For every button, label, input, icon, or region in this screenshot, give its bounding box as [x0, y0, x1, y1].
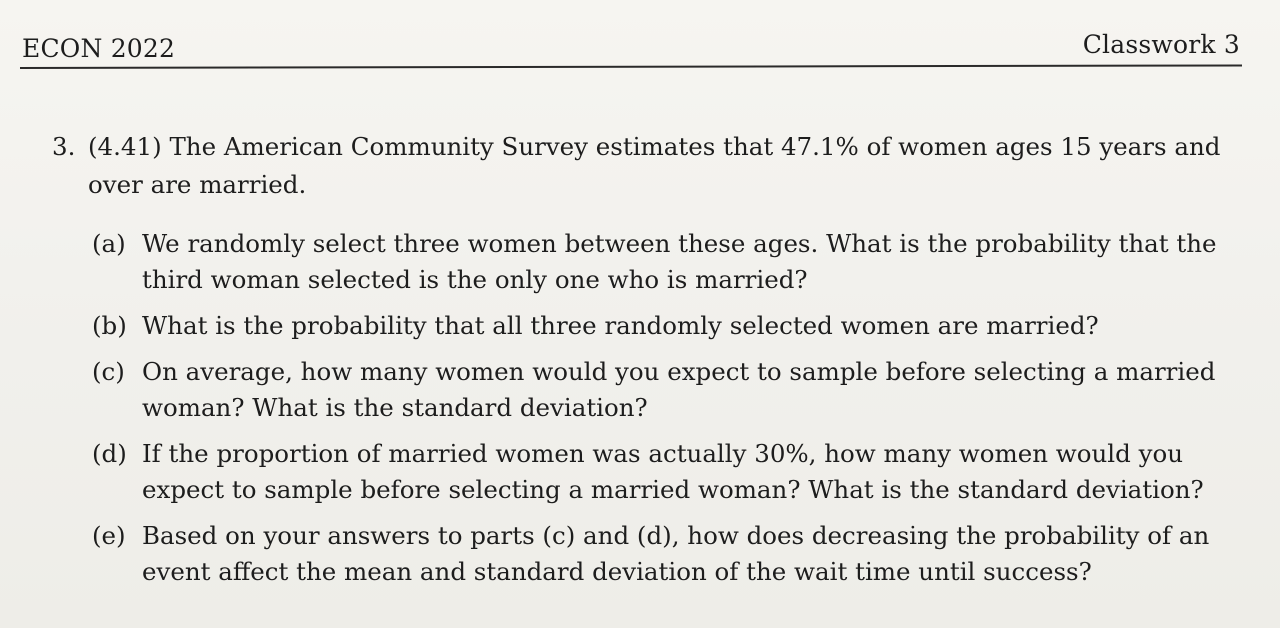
course-code: ECON 2022 [22, 34, 176, 63]
part-text: Based on your answers to parts (c) and (… [142, 521, 1210, 586]
part-label: (e) [92, 521, 126, 550]
part-label: (d) [92, 439, 127, 468]
part-text: What is the probability that all three r… [142, 311, 1099, 340]
part-e: (e) Based on your answers to parts (c) a… [92, 518, 1242, 590]
part-label: (c) [92, 357, 125, 386]
problem-statement: 3. (4.41) The American Community Survey … [52, 128, 1242, 204]
header-divider [19, 64, 1242, 69]
assignment-title: Classwork 3 [1082, 30, 1240, 59]
part-text: We randomly select three women between t… [142, 229, 1217, 294]
part-label: (b) [92, 311, 127, 340]
part-d: (d) If the proportion of married women w… [92, 436, 1242, 508]
part-b: (b) What is the probability that all thr… [92, 308, 1242, 344]
part-text: If the proportion of married women was a… [142, 439, 1204, 504]
part-a: (a) We randomly select three women betwe… [92, 226, 1242, 298]
problem-text: (4.41) The American Community Survey est… [88, 132, 1221, 199]
problem-number: 3. [52, 132, 76, 161]
part-c: (c) On average, how many women would you… [92, 354, 1242, 426]
part-text: On average, how many women would you exp… [142, 357, 1216, 422]
part-label: (a) [92, 229, 126, 258]
problem-parts: (a) We randomly select three women betwe… [92, 226, 1242, 600]
